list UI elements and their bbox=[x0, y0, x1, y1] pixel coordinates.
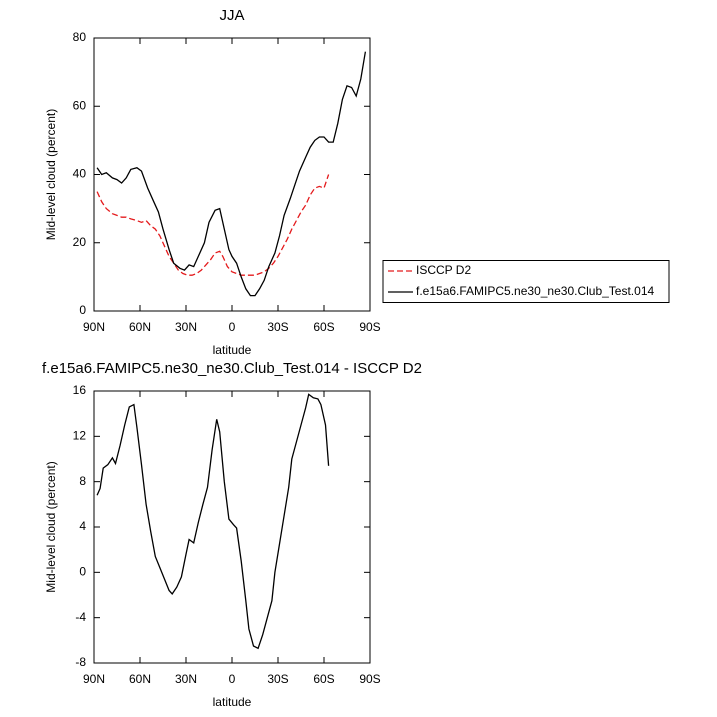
chart-title: f.e15a6.FAMIPC5.ne30_ne30.Club_Test.014 … bbox=[42, 360, 422, 377]
y-axis-label: Mid-level cloud (percent) bbox=[44, 109, 58, 240]
y-tick-label: 16 bbox=[73, 383, 87, 397]
x-tick-label: 60N bbox=[129, 672, 151, 686]
y-tick-label: -8 bbox=[75, 655, 86, 669]
x-axis-label: latitude bbox=[213, 343, 252, 357]
plot-frame bbox=[93, 37, 371, 312]
y-tick-label: 40 bbox=[73, 167, 87, 181]
x-tick-label: 90N bbox=[83, 672, 105, 686]
x-tick-label: 0 bbox=[229, 672, 236, 686]
data-line bbox=[96, 51, 367, 297]
legend-label: f.e15a6.FAMIPC5.ne30_ne30.Club_Test.014 bbox=[416, 284, 654, 298]
x-tick-label: 30N bbox=[175, 320, 197, 334]
y-tick-label: 0 bbox=[79, 565, 86, 579]
x-tick-label: 90N bbox=[83, 320, 105, 334]
x-tick-label: 0 bbox=[229, 320, 236, 334]
data-line bbox=[96, 174, 330, 276]
plot-frame bbox=[93, 390, 371, 664]
y-tick-label: 0 bbox=[79, 303, 86, 317]
x-tick-label: 90S bbox=[359, 320, 380, 334]
x-tick-label: 60S bbox=[313, 672, 334, 686]
y-tick-label: 20 bbox=[73, 235, 87, 249]
y-axis-label: Mid-level cloud (percent) bbox=[44, 461, 58, 592]
x-tick-label: 30S bbox=[267, 320, 288, 334]
x-tick-label: 60N bbox=[129, 320, 151, 334]
y-tick-label: 60 bbox=[73, 98, 87, 112]
data-line bbox=[96, 393, 330, 650]
x-tick-label: 60S bbox=[313, 320, 334, 334]
legend-box bbox=[382, 260, 670, 303]
x-axis-label: latitude bbox=[213, 695, 252, 709]
x-tick-label: 30S bbox=[267, 672, 288, 686]
y-tick-label: 8 bbox=[79, 474, 86, 488]
y-tick-label: -4 bbox=[75, 610, 86, 624]
y-tick-label: 12 bbox=[73, 429, 87, 443]
x-tick-label: 90S bbox=[359, 672, 380, 686]
legend-label: ISCCP D2 bbox=[416, 263, 471, 277]
y-tick-label: 4 bbox=[79, 519, 86, 533]
chart-title: JJA bbox=[219, 7, 244, 24]
x-tick-label: 30N bbox=[175, 672, 197, 686]
y-tick-label: 80 bbox=[73, 30, 87, 44]
